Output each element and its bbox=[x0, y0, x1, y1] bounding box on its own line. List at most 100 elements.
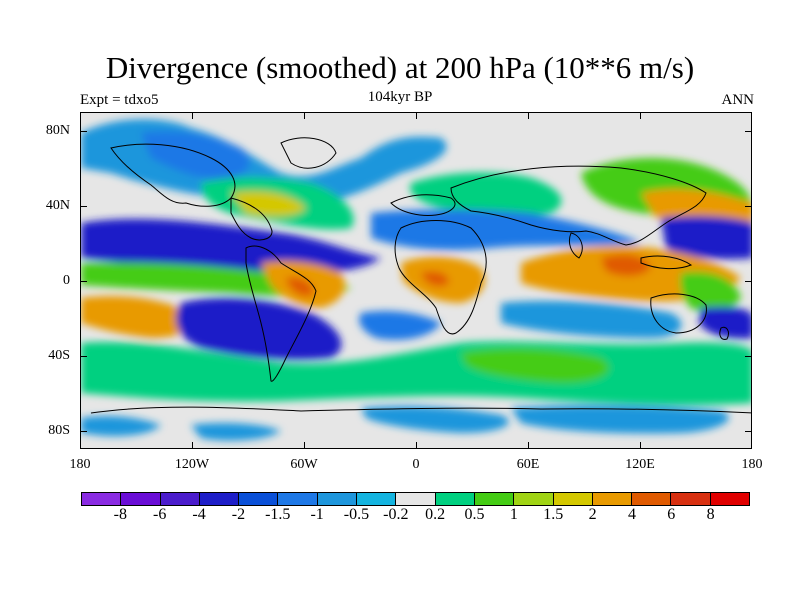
lon-tick bbox=[416, 112, 417, 119]
coastline-antarctica bbox=[90, 406, 751, 414]
colorbar-label: 8 bbox=[706, 506, 715, 523]
colorbar-label: 2 bbox=[588, 506, 597, 523]
coastline-india bbox=[568, 232, 583, 259]
colorbar-swatch bbox=[435, 493, 475, 505]
coastline-australia bbox=[650, 293, 707, 334]
lat-tick bbox=[80, 431, 87, 432]
lat-tick bbox=[745, 131, 752, 132]
field-region bbox=[501, 301, 682, 338]
colorbar-swatch bbox=[553, 493, 593, 505]
divergence-field bbox=[81, 119, 751, 441]
lon-label-0: 0 bbox=[412, 457, 420, 472]
colorbar-swatch bbox=[357, 493, 397, 505]
lon-tick bbox=[640, 442, 641, 449]
lat-label-40s: 40S bbox=[48, 348, 70, 363]
lat-tick bbox=[80, 356, 87, 357]
field-region bbox=[661, 215, 751, 260]
colorbar-swatch bbox=[514, 493, 554, 505]
colorbar-label: -0.2 bbox=[383, 506, 409, 523]
lon-tick bbox=[416, 442, 417, 449]
field-region bbox=[680, 271, 741, 314]
coastline-north-america-west bbox=[110, 143, 236, 207]
coastline-south-america bbox=[245, 245, 317, 382]
lat-tick bbox=[80, 206, 87, 207]
field-region bbox=[371, 209, 641, 250]
coastline-europe bbox=[390, 194, 456, 216]
season-label: ANN bbox=[721, 92, 755, 108]
colorbar-label: -2 bbox=[231, 506, 246, 523]
lon-label-60e: 60E bbox=[516, 457, 540, 472]
field-region bbox=[286, 277, 314, 297]
lat-label-0: 0 bbox=[63, 273, 70, 288]
colorbar-swatch bbox=[671, 493, 711, 505]
colorbar-swatch bbox=[199, 493, 240, 505]
colorbar-swatch bbox=[278, 493, 318, 505]
colorbar-swatch bbox=[160, 493, 200, 505]
field-region bbox=[699, 306, 751, 339]
field-region bbox=[461, 348, 609, 383]
lon-tick bbox=[528, 112, 529, 119]
colorbar-label: 6 bbox=[667, 506, 676, 523]
coastlines bbox=[90, 137, 751, 414]
lon-tick bbox=[304, 112, 305, 119]
colorbar-swatch bbox=[82, 493, 122, 505]
lat-tick bbox=[745, 206, 752, 207]
field-region bbox=[191, 423, 281, 441]
field-region bbox=[361, 405, 509, 433]
coastline-new-zealand bbox=[719, 326, 729, 340]
coastline-north-america-east bbox=[230, 197, 273, 241]
field-region bbox=[421, 271, 449, 287]
lon-label-180e: 180 bbox=[741, 457, 763, 472]
lat-label-40n: 40N bbox=[45, 198, 70, 213]
coastline-asia bbox=[450, 165, 707, 246]
colorbar-swatch bbox=[239, 493, 279, 505]
colorbar-swatch bbox=[396, 493, 436, 505]
lat-tick bbox=[80, 281, 87, 282]
lon-tick bbox=[192, 442, 193, 449]
field-region bbox=[601, 254, 651, 276]
field-region bbox=[81, 341, 751, 406]
plot-title: Divergence (smoothed) at 200 hPa (10**6 … bbox=[105, 50, 695, 85]
colorbar-label: 0.5 bbox=[464, 506, 485, 523]
lat-tick bbox=[80, 131, 87, 132]
period-label: 104kyr BP bbox=[367, 89, 433, 105]
colorbar-swatch bbox=[474, 493, 515, 505]
colorbar-swatch bbox=[632, 493, 672, 505]
colorbar bbox=[81, 492, 750, 506]
field-region bbox=[641, 188, 751, 226]
field-region bbox=[141, 131, 250, 179]
colorbar-swatch bbox=[710, 493, 750, 505]
coastline-indonesia bbox=[640, 255, 693, 270]
field-region bbox=[231, 191, 306, 217]
colorbar-label: 0.2 bbox=[425, 506, 446, 523]
lat-tick bbox=[745, 431, 752, 432]
colorbar-label: -0.5 bbox=[343, 506, 370, 523]
colorbar-label: -4 bbox=[192, 506, 206, 523]
lon-label-60w: 60W bbox=[290, 457, 318, 472]
colorbar-swatch bbox=[592, 493, 633, 505]
field-region bbox=[81, 218, 381, 275]
lat-label-80s: 80S bbox=[48, 423, 70, 438]
colorbar-label: -1 bbox=[310, 506, 324, 523]
colorbar-label: 4 bbox=[627, 506, 636, 523]
field-region bbox=[410, 172, 562, 216]
colorbar-label: -8 bbox=[113, 506, 127, 523]
lat-tick bbox=[745, 281, 752, 282]
colorbar-label: -6 bbox=[153, 506, 167, 523]
lon-tick bbox=[528, 442, 529, 449]
coastline-greenland bbox=[280, 137, 337, 169]
field-region bbox=[511, 405, 729, 434]
field-region bbox=[359, 311, 441, 340]
colorbar-label: 1.5 bbox=[543, 506, 564, 523]
lat-label-80n: 80N bbox=[45, 123, 70, 138]
lon-tick bbox=[192, 112, 193, 119]
lon-tick bbox=[640, 112, 641, 119]
colorbar-swatch bbox=[317, 493, 358, 505]
field-region bbox=[81, 296, 194, 338]
lat-tick bbox=[745, 356, 752, 357]
field-region bbox=[81, 415, 161, 437]
map-panel bbox=[80, 112, 752, 449]
colorbar-label: 1 bbox=[509, 506, 518, 523]
field-region bbox=[176, 297, 342, 360]
lon-label-120w: 120W bbox=[174, 457, 210, 472]
